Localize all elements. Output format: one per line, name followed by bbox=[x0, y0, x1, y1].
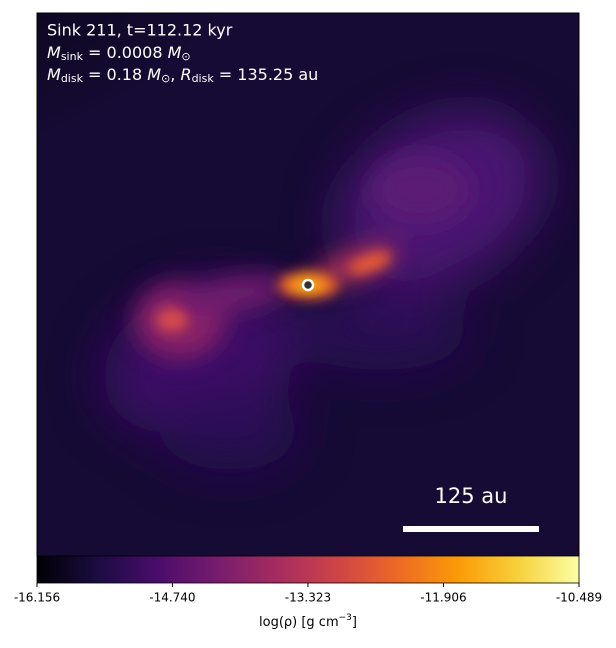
subscript: ⊙ bbox=[181, 50, 190, 63]
symbol: M bbox=[47, 65, 61, 84]
symbol: M bbox=[47, 43, 61, 62]
annotation: Mdisk = 0.18 M⊙, Rdisk = 135.25 au bbox=[47, 65, 318, 86]
colorbar-label: log(ρ) [g cm−3] bbox=[259, 613, 357, 630]
subscript: disk bbox=[61, 72, 84, 85]
subscript: ⊙ bbox=[161, 72, 170, 85]
text: ] bbox=[352, 615, 357, 630]
colorbar-tick-label: -13.323 bbox=[285, 591, 331, 605]
text: = 135.25 au bbox=[214, 65, 319, 84]
text: = 0.0008 bbox=[83, 43, 168, 62]
colorbar-tick-label: -16.156 bbox=[14, 591, 60, 605]
text: log(ρ) [g cm bbox=[259, 615, 339, 630]
symbol: M bbox=[168, 43, 182, 62]
sink-marker bbox=[301, 278, 315, 292]
subscript: sink bbox=[61, 50, 84, 63]
symbol: M bbox=[147, 65, 161, 84]
colorbar-tick-label: -11.906 bbox=[420, 591, 466, 605]
annotation: Msink = 0.0008 M⊙ bbox=[47, 43, 191, 64]
text: , bbox=[170, 65, 180, 84]
colorbar bbox=[36, 555, 580, 584]
subscript: disk bbox=[192, 72, 215, 85]
colorbar-tick-label: -14.740 bbox=[149, 591, 195, 605]
density-image bbox=[37, 13, 579, 556]
colorbar-tick-label: -10.489 bbox=[556, 591, 602, 605]
scale-bar-label: 125 au bbox=[435, 484, 508, 508]
annotation: Sink 211, t=112.12 kyr bbox=[47, 21, 233, 40]
symbol: R bbox=[180, 65, 191, 84]
superscript: −3 bbox=[339, 613, 352, 623]
text: = 0.18 bbox=[83, 65, 147, 84]
